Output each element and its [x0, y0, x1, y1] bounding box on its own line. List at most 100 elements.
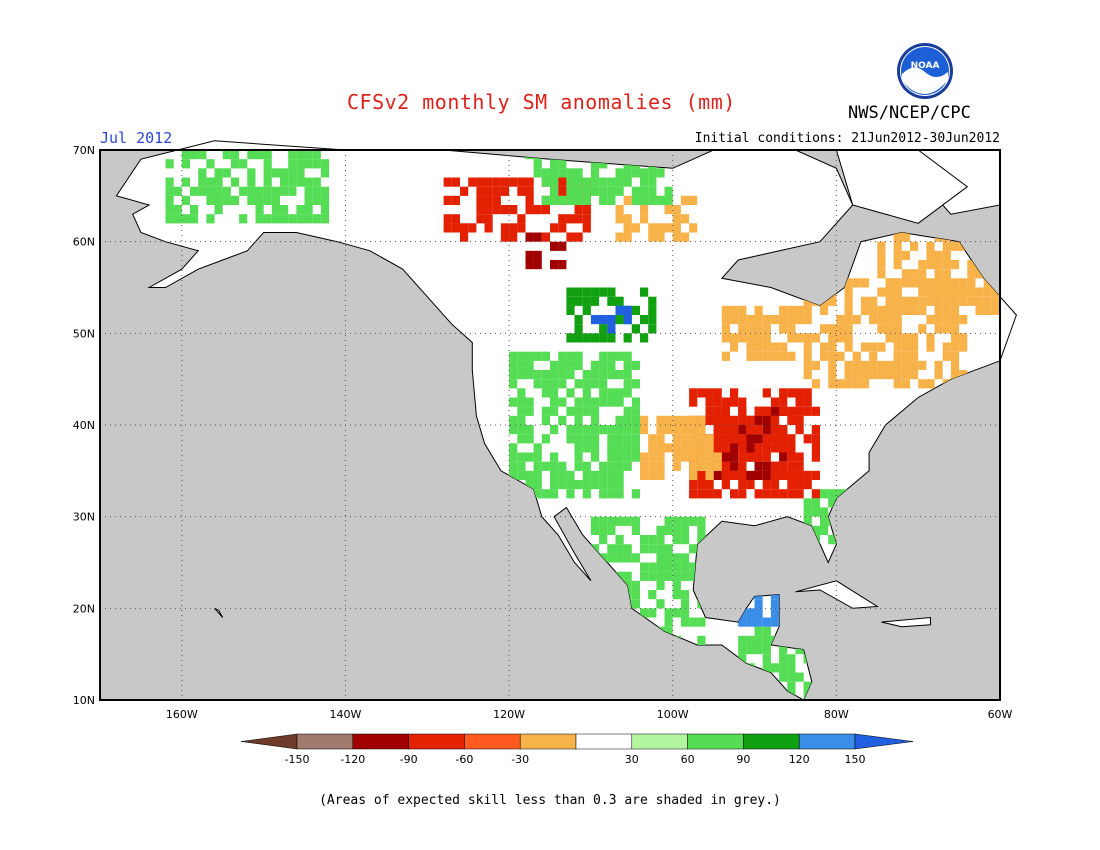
- anomaly-cell: [738, 443, 747, 453]
- anomaly-cell: [664, 205, 673, 215]
- anomaly-cell: [721, 406, 730, 416]
- colorbar-segment: [798, 733, 856, 750]
- anomaly-cell: [550, 379, 559, 389]
- anomaly-cell: [566, 351, 575, 361]
- anomaly-cell: [746, 351, 755, 361]
- anomaly-cell: [656, 452, 665, 462]
- anomaly-cell: [754, 461, 763, 471]
- anomaly-cell: [901, 250, 910, 260]
- anomaly-cell: [566, 214, 575, 224]
- anomaly-cell: [574, 287, 583, 297]
- anomaly-cell: [525, 480, 534, 490]
- anomaly-cell: [967, 287, 976, 297]
- anomaly-cell: [680, 443, 690, 453]
- anomaly-cell: [770, 599, 780, 609]
- anomaly-cell: [656, 470, 665, 480]
- anomaly-cell: [680, 214, 690, 224]
- anomaly-cell: [165, 205, 174, 215]
- anomaly-cell: [705, 434, 714, 444]
- anomaly-cell: [787, 470, 796, 480]
- anomaly-cell: [247, 177, 256, 187]
- anomaly-cell: [525, 195, 534, 205]
- hawaii-land: [214, 607, 224, 618]
- anomaly-cell: [754, 415, 763, 425]
- anomaly-cell: [762, 388, 771, 398]
- anomaly-cell: [590, 159, 600, 169]
- anomaly-cell: [558, 415, 567, 425]
- anomaly-cell: [631, 590, 640, 600]
- anomaly-cell: [746, 608, 755, 618]
- anomaly-cell: [746, 342, 755, 352]
- anomaly-cell: [983, 287, 992, 297]
- anomaly-cell: [721, 443, 730, 453]
- anomaly-cell: [918, 324, 927, 334]
- anomaly-cell: [214, 177, 223, 187]
- anomaly-cell: [852, 315, 861, 325]
- anomaly-cell: [582, 406, 591, 416]
- anomaly-cell: [574, 452, 583, 462]
- anomaly-cell: [705, 480, 714, 490]
- anomaly-cell: [762, 489, 771, 499]
- anomaly-cell: [779, 425, 788, 435]
- anomaly-cell: [705, 489, 714, 499]
- anomaly-cell: [828, 360, 837, 370]
- anomaly-cell: [713, 415, 722, 425]
- anomaly-cell: [950, 360, 960, 370]
- anomaly-cell: [762, 470, 771, 480]
- anomaly-cell: [607, 370, 616, 380]
- anomaly-cell: [615, 434, 624, 444]
- anomaly-cell: [664, 525, 673, 535]
- anomaly-cell: [582, 186, 591, 196]
- anomaly-cell: [689, 470, 698, 480]
- anomaly-cell: [574, 360, 583, 370]
- anomaly-cell: [280, 177, 289, 187]
- anomaly-cell: [787, 681, 796, 691]
- anomaly-cell: [312, 177, 321, 187]
- colorbar-label: -90: [400, 753, 418, 766]
- anomaly-cell: [779, 324, 788, 334]
- anomaly-cell: [623, 461, 632, 471]
- anomaly-cell: [631, 443, 640, 453]
- anomaly-cell: [664, 223, 673, 233]
- anomaly-cell: [558, 159, 567, 169]
- anomaly-cell: [721, 452, 730, 462]
- anomaly-cell: [623, 232, 632, 242]
- anomaly-cell: [689, 544, 698, 554]
- colorbar-label: -120: [340, 753, 365, 766]
- anomaly-cell: [730, 342, 739, 352]
- anomaly-cell: [599, 177, 608, 187]
- anomaly-cell: [697, 388, 706, 398]
- anomaly-cell: [582, 305, 591, 315]
- anomaly-cell: [844, 324, 853, 334]
- anomaly-cell: [582, 425, 591, 435]
- anomaly-cell: [566, 425, 575, 435]
- anomaly-cell: [770, 342, 780, 352]
- anomaly-cell: [754, 700, 763, 701]
- anomaly-cell: [885, 324, 894, 334]
- anomaly-cell: [803, 305, 812, 315]
- anomaly-cell: [304, 195, 313, 205]
- anomaly-cell: [558, 379, 567, 389]
- anomaly-cell: [942, 351, 951, 361]
- anomaly-cell: [795, 700, 804, 701]
- anomaly-cell: [312, 159, 321, 169]
- anomaly-cell: [566, 388, 575, 398]
- anomaly-cell: [770, 489, 780, 499]
- anomaly-cell: [754, 434, 763, 444]
- anomaly-cell: [901, 296, 910, 306]
- anomaly-cell: [959, 278, 968, 288]
- anomaly-cell: [443, 223, 452, 233]
- anomaly-cell: [656, 553, 665, 563]
- anomaly-cell: [959, 287, 968, 297]
- anomaly-cell: [255, 205, 264, 215]
- anomaly-cell: [582, 195, 591, 205]
- anomaly-cell: [550, 241, 559, 251]
- anomaly-cell: [975, 296, 984, 306]
- anomaly-cell: [509, 415, 518, 425]
- anomaly-cell: [795, 397, 804, 407]
- anomaly-cell: [689, 489, 698, 499]
- anomaly-cell: [803, 434, 812, 444]
- anomaly-cell: [214, 195, 223, 205]
- anomaly-cell: [574, 425, 583, 435]
